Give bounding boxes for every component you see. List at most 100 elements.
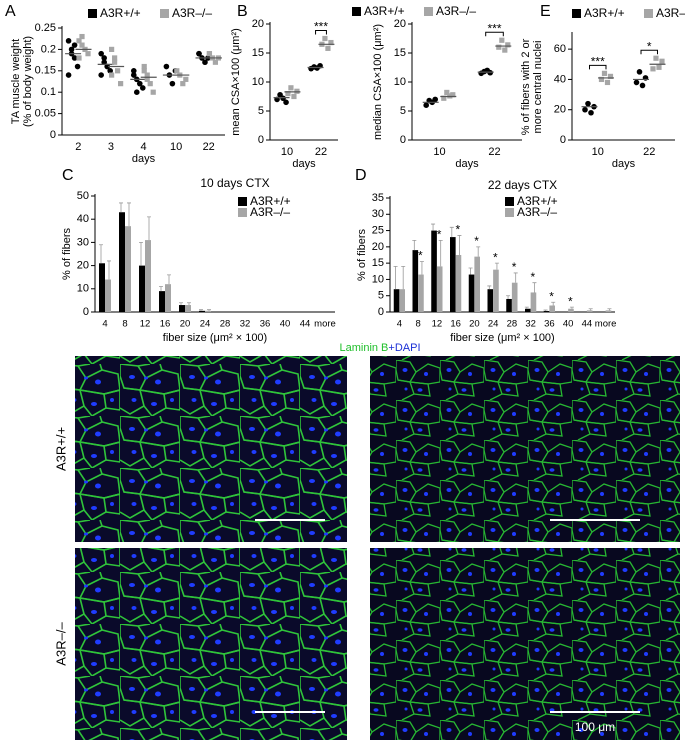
x-tick-label: 24 (200, 319, 211, 330)
x-tick-label: 44 (582, 319, 593, 330)
y-tick-label: 0.2 (41, 43, 56, 55)
point (79, 33, 85, 40)
y-tick-label: 0 (258, 134, 264, 146)
y-tick-label: 0.15 (35, 65, 56, 77)
point (107, 68, 113, 74)
point (206, 51, 213, 57)
point (653, 55, 659, 61)
x-tick-label: 10 (170, 141, 182, 153)
point (147, 81, 153, 87)
point (68, 46, 75, 53)
error-bar (506, 295, 511, 299)
x-tick-label: 40 (563, 319, 574, 330)
y-tick-label: 0.25 (35, 22, 56, 34)
point (130, 68, 137, 74)
panel-label: A (5, 3, 16, 20)
point (202, 59, 208, 66)
significance-label: * (647, 39, 652, 53)
bar (159, 291, 165, 312)
error-bar (187, 302, 191, 306)
bar (450, 237, 456, 312)
point (283, 99, 289, 106)
x-tick-label: 40 (280, 319, 291, 330)
point (285, 91, 291, 97)
x-tick-label: 24 (488, 319, 499, 330)
point (141, 63, 147, 70)
panel-label: C (62, 167, 74, 184)
bar (468, 274, 475, 312)
legend-label: A3R+/+ (584, 6, 625, 20)
point (109, 46, 115, 52)
point (656, 64, 662, 70)
error-bar (159, 286, 163, 292)
scale-bar-label: 100 μm (575, 720, 615, 734)
point (196, 50, 202, 57)
error-bar (431, 223, 436, 231)
y-tick-label: 0 (400, 134, 406, 146)
error-bar (607, 308, 612, 311)
bar (586, 310, 593, 312)
y-tick-label: 5 (400, 105, 406, 117)
legend-label: A3R+/+ (250, 194, 291, 208)
point (136, 80, 143, 87)
point (76, 55, 82, 61)
point (130, 72, 137, 78)
bar (455, 255, 462, 312)
point (598, 76, 605, 83)
chart-title: 10 days CTX (200, 176, 269, 190)
point (79, 42, 85, 48)
point (183, 76, 189, 82)
bar (605, 310, 612, 312)
bar (119, 212, 125, 312)
error-bar (476, 246, 481, 257)
y-axis-label: % of fibers (356, 229, 368, 281)
x-tick-label: 32 (240, 319, 251, 330)
point (444, 89, 450, 96)
row-label: A3R–/– (53, 622, 68, 666)
micrograph (75, 356, 347, 542)
point (104, 63, 110, 70)
bar (568, 308, 574, 312)
legend-swatch (505, 208, 514, 217)
x-tick-label: 10 (433, 146, 445, 158)
x-tick-label: 16 (160, 319, 171, 330)
point (180, 81, 186, 87)
y-axis-label: TA muscle weight (10, 39, 22, 124)
error-bar (487, 285, 492, 290)
significance-label: * (474, 234, 479, 248)
point (659, 58, 665, 64)
y-tick-label: 30 (372, 208, 384, 220)
y-tick-label: 15 (394, 47, 406, 59)
x-tick-label: 3 (108, 141, 114, 153)
point (174, 68, 180, 74)
point (582, 106, 588, 113)
y-tick-label: 0.1 (41, 86, 56, 98)
bar (436, 266, 443, 312)
point (601, 70, 608, 76)
point (74, 63, 81, 70)
point (65, 38, 72, 44)
point (325, 45, 331, 51)
bar (179, 305, 185, 312)
point (441, 95, 447, 101)
x-tick-label: 20 (180, 319, 191, 330)
y-tick-label: 40 (554, 73, 566, 85)
bar (418, 274, 424, 312)
point (65, 72, 72, 78)
significance-bracket (315, 30, 327, 35)
y-tick-label: 50 (77, 190, 89, 202)
legend-label: A3R+/+ (100, 6, 141, 20)
x-tick-label: 44 (300, 319, 311, 330)
y-tick-label: 20 (252, 18, 264, 30)
error-bar (119, 202, 123, 213)
x-axis-label: fiber size (μm² × 100) (450, 332, 554, 344)
error-bar (569, 306, 574, 309)
x-tick-label: 2 (75, 141, 81, 153)
y-tick-label: 20 (554, 104, 566, 116)
error-bar (419, 261, 424, 275)
y-tick-label: 0 (50, 129, 56, 141)
point (150, 89, 156, 95)
panel-label: B (237, 3, 248, 20)
y-tick-label: 5 (378, 290, 384, 302)
point (636, 69, 643, 75)
